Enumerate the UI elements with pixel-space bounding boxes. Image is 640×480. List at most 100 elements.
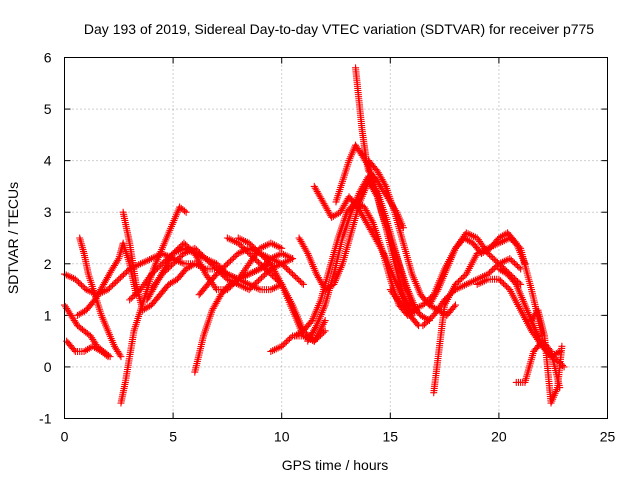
data-point (109, 281, 117, 289)
data-point (261, 271, 269, 279)
data-point (155, 263, 163, 271)
data-point (195, 249, 203, 257)
y-tick-label: -1 (39, 411, 52, 427)
data-point (262, 255, 270, 263)
data-point (560, 363, 568, 371)
data-point (174, 245, 182, 253)
data-point (279, 261, 287, 269)
data-point (303, 248, 311, 256)
data-point (293, 275, 301, 283)
data-point (433, 287, 441, 295)
data-point (166, 263, 174, 271)
y-tick-label: 3 (44, 204, 52, 220)
data-point (168, 261, 176, 269)
data-point (180, 239, 188, 247)
y-axis-label: SDTVAR / TECUs (5, 182, 21, 294)
data-point (147, 270, 155, 278)
data-point (492, 257, 500, 265)
data-point (284, 266, 292, 274)
data-point (506, 255, 514, 263)
data-point (116, 351, 124, 359)
data-point (256, 249, 264, 257)
data-point (253, 247, 261, 255)
data-point (250, 281, 258, 289)
data-point (78, 281, 86, 289)
data-point (76, 280, 84, 288)
x-tick-label: 25 (600, 429, 616, 445)
data-point (211, 263, 219, 271)
data-point (254, 258, 262, 266)
y-tick-label: 6 (44, 50, 52, 66)
data-point (237, 242, 245, 250)
data-point (217, 266, 225, 274)
data-point (194, 247, 202, 255)
data-point (247, 241, 255, 249)
data-point (495, 275, 503, 283)
data-point (490, 264, 498, 272)
data-point (427, 314, 435, 322)
chart-title: Day 193 of 2019, Sidereal Day-to-day VTE… (84, 21, 594, 37)
data-point (450, 303, 458, 311)
data-point (296, 277, 304, 285)
data-point (509, 258, 517, 266)
data-point (70, 346, 78, 354)
data-point (102, 351, 110, 359)
plot-frame (64, 57, 608, 419)
data-point (182, 241, 190, 249)
data-point (222, 261, 230, 269)
data-point (172, 257, 180, 265)
series-track-6 (117, 203, 190, 407)
data-point (496, 277, 504, 285)
x-tick-label: 20 (491, 429, 507, 445)
data-point (245, 239, 253, 247)
data-point (413, 320, 421, 328)
data-point (160, 269, 168, 277)
x-axis-label: GPS time / hours (282, 457, 389, 473)
data-point (239, 244, 247, 252)
series-track-7 (119, 208, 199, 314)
data-point (250, 244, 258, 252)
data-point (189, 261, 197, 269)
data-point (197, 250, 205, 258)
data-point (290, 272, 298, 280)
data-point (206, 259, 214, 267)
data-point (259, 272, 267, 280)
data-point (191, 260, 199, 268)
data-point (211, 284, 219, 292)
data-point (233, 276, 241, 284)
data-point (424, 317, 432, 325)
data-point (456, 276, 464, 284)
series-track-30 (527, 306, 566, 407)
data-point (489, 254, 497, 262)
data-point (177, 252, 185, 260)
data-point (501, 281, 509, 289)
data-point (126, 296, 134, 304)
data-point (254, 277, 262, 285)
data-point (368, 217, 376, 225)
data-point (292, 273, 300, 281)
data-point (118, 272, 126, 280)
data-point (420, 300, 428, 308)
x-tick-label: 0 (61, 429, 69, 445)
data-point (486, 269, 494, 277)
data-point (174, 255, 182, 263)
data-point (259, 252, 267, 260)
y-tick-label: 1 (44, 307, 52, 323)
data-point (278, 260, 286, 268)
data-point (399, 224, 407, 232)
data-point (321, 327, 329, 335)
data-point (261, 254, 269, 262)
data-point (177, 242, 185, 250)
data-point (150, 267, 158, 275)
data-point (507, 256, 515, 264)
data-point (281, 263, 289, 271)
data-point (289, 255, 297, 263)
data-point (282, 264, 290, 272)
data-point (169, 249, 177, 257)
data-point (230, 254, 238, 262)
data-point (515, 263, 523, 271)
data-point (213, 270, 221, 278)
data-point (127, 294, 135, 302)
data-point (558, 342, 566, 350)
data-point (247, 251, 255, 259)
